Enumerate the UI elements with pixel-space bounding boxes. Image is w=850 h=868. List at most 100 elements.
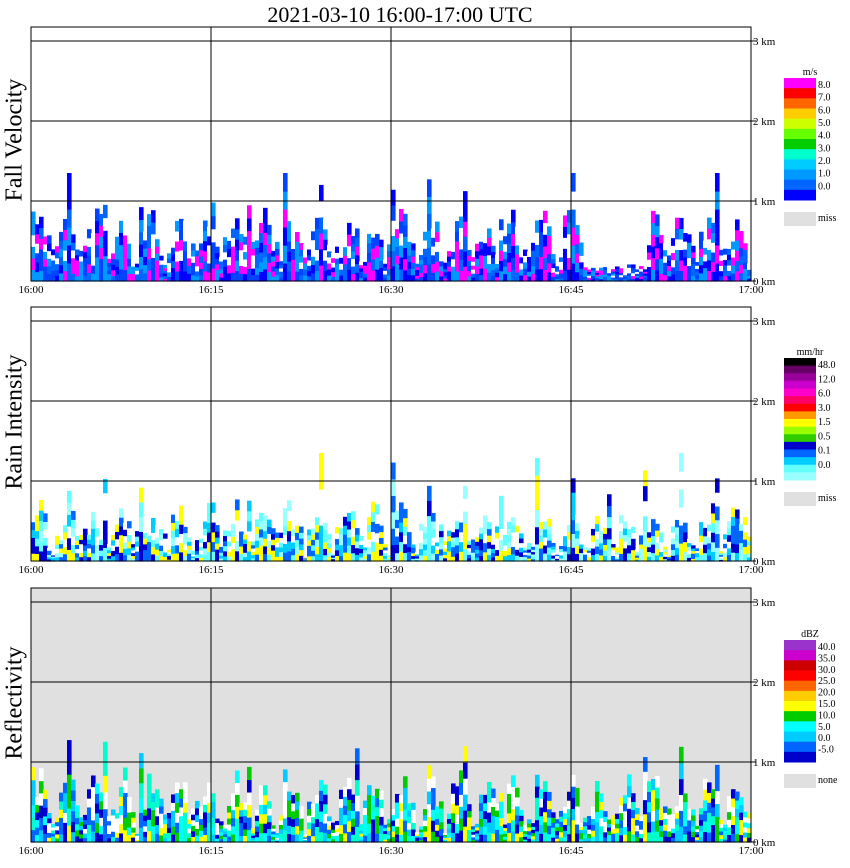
precip-cell bbox=[311, 835, 316, 843]
precip-gap-cell bbox=[91, 233, 96, 242]
precip-cell bbox=[739, 542, 744, 550]
precip-cell bbox=[179, 798, 184, 808]
precip-gap-cell bbox=[727, 803, 732, 813]
precip-cell bbox=[347, 269, 352, 282]
precip-cell bbox=[447, 832, 452, 838]
precip-cell bbox=[515, 555, 520, 562]
precip-cell bbox=[511, 257, 516, 270]
precip-cell bbox=[83, 555, 88, 562]
precip-gap-cell bbox=[387, 553, 392, 556]
precip-cell bbox=[399, 512, 404, 523]
precip-gap-cell bbox=[227, 232, 232, 241]
precip-cell bbox=[363, 821, 368, 829]
precip-cell bbox=[275, 839, 280, 842]
precip-cell bbox=[231, 523, 236, 531]
y-tick-label: 2 km bbox=[753, 677, 776, 689]
precip-cell bbox=[403, 798, 408, 810]
precip-cell bbox=[119, 534, 124, 545]
precip-cell bbox=[495, 835, 500, 843]
precip-cell bbox=[179, 229, 184, 241]
precip-gap-cell bbox=[483, 216, 488, 231]
precip-cell bbox=[259, 242, 264, 253]
precip-cell bbox=[383, 839, 388, 843]
precip-cell bbox=[671, 549, 676, 556]
precip-cell bbox=[247, 205, 252, 219]
precip-cell bbox=[83, 544, 88, 551]
precip-cell bbox=[59, 552, 64, 558]
precip-cell bbox=[59, 809, 64, 818]
precip-cell bbox=[355, 272, 360, 282]
precip-cell bbox=[251, 828, 256, 832]
precip-gap-cell bbox=[423, 820, 428, 827]
precip-cell bbox=[123, 817, 128, 831]
precip-cell bbox=[71, 544, 76, 554]
precip-cell bbox=[251, 554, 256, 559]
precip-cell bbox=[47, 552, 52, 556]
precip-cell bbox=[435, 221, 440, 233]
precip-cell bbox=[499, 809, 504, 819]
precip-cell bbox=[375, 233, 380, 246]
precip-gap-cell bbox=[247, 791, 252, 806]
precip-gap-cell bbox=[239, 515, 244, 525]
precip-gap-cell bbox=[707, 530, 712, 538]
precip-cell bbox=[199, 557, 204, 562]
precip-cell bbox=[499, 270, 504, 282]
precip-cell bbox=[327, 534, 332, 540]
precip-cell bbox=[195, 543, 200, 548]
precip-cell bbox=[651, 257, 656, 270]
precip-cell bbox=[191, 830, 196, 838]
precip-cell bbox=[427, 790, 432, 805]
colorbar-swatch bbox=[784, 464, 816, 473]
precip-gap-cell bbox=[227, 823, 232, 831]
precip-gap-cell bbox=[743, 816, 748, 823]
precip-cell bbox=[559, 554, 564, 559]
precip-cell bbox=[675, 533, 680, 542]
precip-cell bbox=[259, 271, 264, 282]
precip-gap-cell bbox=[339, 251, 344, 258]
precip-cell bbox=[583, 558, 588, 562]
precip-cell bbox=[743, 255, 748, 263]
precip-cell bbox=[415, 272, 420, 276]
precip-cell bbox=[727, 521, 732, 529]
precip-cell bbox=[735, 535, 740, 545]
precip-cell bbox=[227, 805, 232, 813]
precip-cell bbox=[179, 260, 184, 272]
precip-cell bbox=[331, 556, 336, 558]
precip-cell bbox=[359, 552, 364, 558]
precip-cell bbox=[679, 525, 684, 544]
precip-gap-cell bbox=[159, 539, 164, 546]
precip-cell bbox=[287, 530, 292, 542]
precip-cell bbox=[659, 819, 664, 826]
precip-cell bbox=[291, 259, 296, 271]
precip-cell bbox=[743, 836, 748, 843]
precip-cell bbox=[495, 532, 500, 539]
precip-cell bbox=[619, 812, 624, 821]
precip-cell bbox=[715, 263, 720, 282]
precip-cell bbox=[255, 260, 260, 269]
precip-cell bbox=[219, 824, 224, 829]
precip-cell bbox=[539, 833, 544, 843]
precip-cell bbox=[635, 273, 640, 276]
precip-cell bbox=[167, 555, 172, 558]
precip-cell bbox=[603, 533, 608, 540]
precip-cell bbox=[327, 274, 332, 282]
precip-cell bbox=[503, 550, 508, 557]
precip-cell bbox=[315, 531, 320, 540]
precip-gap-cell bbox=[87, 798, 92, 808]
precip-cell bbox=[279, 551, 284, 557]
precip-cell bbox=[679, 762, 684, 780]
precip-cell bbox=[55, 539, 60, 545]
precip-gap-cell bbox=[419, 530, 424, 537]
precip-cell bbox=[723, 824, 728, 829]
precip-cell bbox=[647, 801, 652, 813]
precip-gap-cell bbox=[507, 783, 512, 794]
precip-cell bbox=[539, 528, 544, 536]
colorbar-missing-label: miss bbox=[818, 213, 836, 224]
precip-cell bbox=[179, 542, 184, 553]
precip-cell bbox=[747, 832, 752, 838]
precip-cell bbox=[495, 272, 500, 278]
precip-cell bbox=[83, 534, 88, 541]
precip-cell bbox=[275, 551, 280, 557]
precip-cell bbox=[219, 821, 224, 826]
precip-cell bbox=[587, 837, 592, 843]
